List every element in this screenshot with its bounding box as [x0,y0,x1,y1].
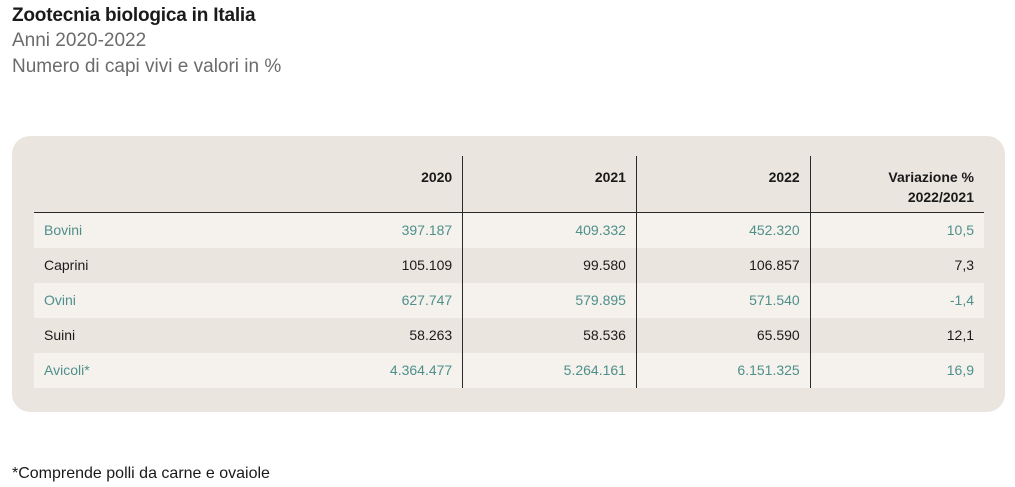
footnote: *Comprende polli da carne e ovaiole [12,465,270,482]
table-card: 2020 2021 2022 Variazione % 2022/2021 Bo… [12,136,1005,412]
header-2021: 2021 [462,156,637,213]
subtitle-years: Anni 2020-2022 [12,30,147,51]
table-row: Caprini 105.109 99.580 106.857 7,3 [34,247,984,283]
header-variation-line1: Variazione % [888,169,974,185]
row-label: Bovini [34,212,289,248]
table-row: Avicoli* 4.364.477 5.264.161 6.151.325 1… [34,352,984,388]
cell-2021: 579.895 [462,282,637,318]
table-row: Ovini 627.747 579.895 571.540 -1,4 [34,282,984,318]
cell-variation: 12,1 [810,317,984,353]
cell-2020: 58.263 [288,317,464,353]
row-label: Avicoli* [34,352,289,388]
row-label: Suini [34,317,289,353]
cell-2020: 105.109 [288,247,464,283]
header-variation-line2: 2022/2021 [907,189,974,205]
cell-2021: 409.332 [462,212,637,248]
page-title: Zootecnia biologica in Italia [12,5,256,26]
header-label [34,156,289,213]
table-row: Bovini 397.187 409.332 452.320 10,5 [34,212,984,248]
cell-variation: 16,9 [810,352,984,388]
cell-2022: 65.590 [636,317,811,353]
header-2022: 2022 [636,156,811,213]
cell-variation: 7,3 [810,247,984,283]
cell-2020: 627.747 [288,282,464,318]
table-header-row: 2020 2021 2022 Variazione % 2022/2021 [34,156,984,213]
row-label: Caprini [34,247,289,283]
header-2020: 2020 [288,156,464,213]
livestock-table: 2020 2021 2022 Variazione % 2022/2021 Bo… [34,156,984,388]
cell-2022: 571.540 [636,282,811,318]
row-label: Ovini [34,282,289,318]
cell-2022: 106.857 [636,247,811,283]
table-row: Suini 58.263 58.536 65.590 12,1 [34,317,984,353]
header-variation: Variazione % 2022/2021 [810,156,984,213]
cell-2022: 6.151.325 [636,352,811,388]
cell-2020: 4.364.477 [288,352,464,388]
cell-2022: 452.320 [636,212,811,248]
cell-2021: 5.264.161 [462,352,637,388]
cell-2021: 58.536 [462,317,637,353]
cell-2020: 397.187 [288,212,464,248]
subtitle-units: Numero di capi vivi e valori in % [12,56,282,77]
cell-variation: -1,4 [810,282,984,318]
cell-variation: 10,5 [810,212,984,248]
cell-2021: 99.580 [462,247,637,283]
